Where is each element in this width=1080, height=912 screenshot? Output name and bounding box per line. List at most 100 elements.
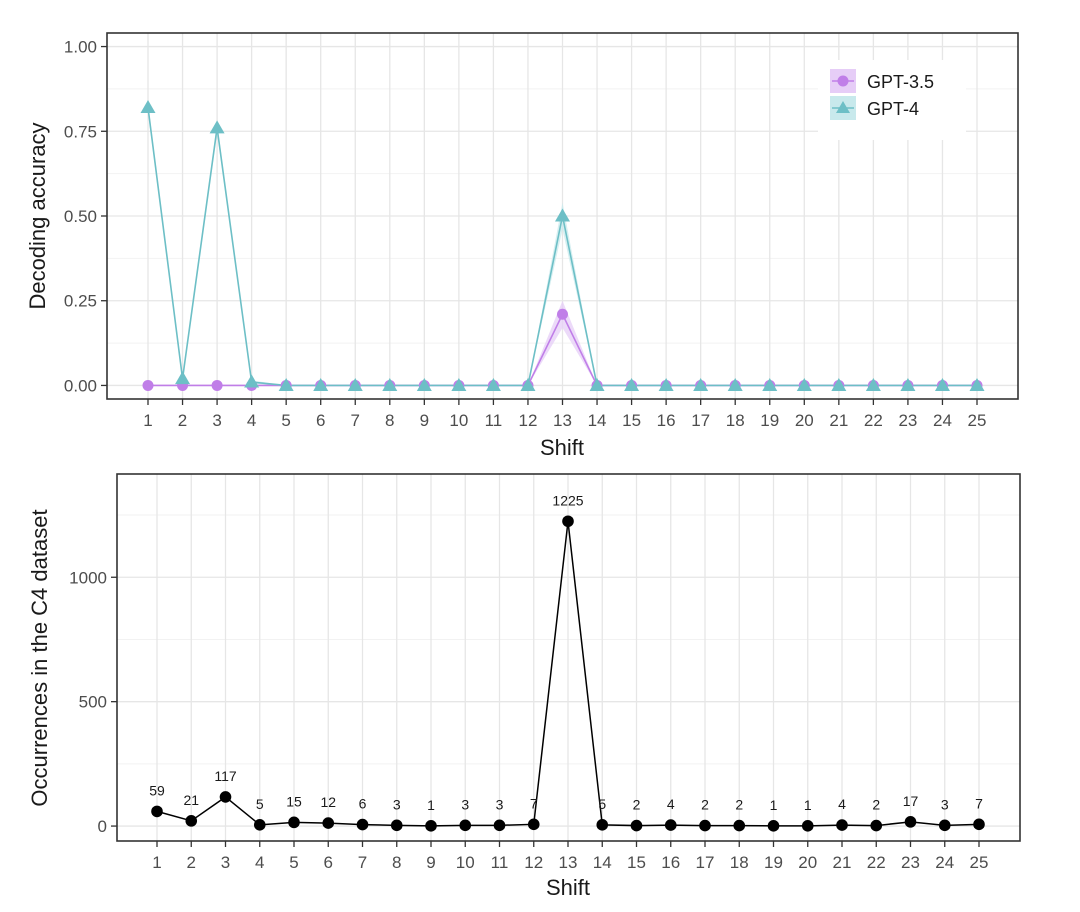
x-tick-label: 11	[485, 411, 503, 430]
x-tick-label: 13	[553, 411, 572, 430]
x-tick-label: 19	[760, 411, 779, 430]
point-occurrences	[562, 515, 574, 528]
x-tick-label: 5	[289, 853, 298, 872]
y-tick-label: 0.50	[64, 207, 97, 226]
legend-marker-gpt-4	[836, 101, 850, 113]
x-tick-label: 19	[764, 853, 783, 872]
y-tick-label: 0.00	[64, 376, 97, 395]
point-occurrences	[973, 818, 985, 831]
data-label: 4	[838, 796, 846, 812]
point-gpt-4	[865, 377, 881, 391]
data-label: 7	[975, 795, 983, 811]
legend-marker-gpt-3-5	[837, 75, 849, 87]
x-axis-title: Shift	[540, 435, 584, 460]
point-gpt-4	[382, 377, 398, 391]
data-label: 2	[872, 797, 880, 813]
legend-item-gpt-4: GPT-4	[830, 96, 919, 120]
legend: GPT-3.5 GPT-4	[818, 60, 966, 140]
data-label: 5	[598, 796, 606, 812]
data-label: 1	[427, 797, 435, 813]
decoding-accuracy-chart: 0.000.250.500.751.00 1 2 3 4 5 6 7 8 9 10 11 12 13 14…	[25, 32, 1019, 460]
point-occurrences	[699, 819, 711, 832]
point-occurrences	[219, 791, 232, 803]
x-tick-label: 14	[588, 411, 607, 430]
point-gpt-4	[140, 100, 156, 114]
point-gpt-4	[244, 374, 260, 388]
data-label: 12	[320, 794, 336, 810]
data-label: 59	[149, 782, 165, 798]
data-label: 117	[214, 768, 237, 784]
point-gpt-4	[900, 377, 916, 391]
point-gpt-4	[278, 377, 294, 391]
x-tick-label: 6	[324, 853, 333, 872]
x-tick-label: 5	[281, 411, 290, 430]
x-tick-label: 15	[627, 853, 646, 872]
x-tick-label: 20	[798, 853, 817, 872]
x-tick-label: 12	[518, 411, 537, 430]
data-label: 6	[359, 796, 367, 812]
point-gpt-3-5	[557, 308, 568, 320]
x-tick-label: 16	[657, 411, 676, 430]
point-gpt-4	[796, 377, 812, 391]
x-tick-label: 15	[622, 411, 641, 430]
grid	[117, 474, 1020, 841]
x-tick-label: 2	[187, 853, 196, 872]
y-tick-label: 0.25	[64, 292, 97, 311]
point-occurrences	[527, 818, 540, 831]
point-occurrences	[870, 819, 883, 832]
x-tick-label: 18	[726, 411, 745, 430]
x-tick-label: 23	[901, 853, 920, 872]
x-tick-label: 7	[358, 853, 367, 872]
series-points	[140, 100, 985, 391]
point-gpt-4	[727, 377, 743, 391]
x-tick-label: 22	[867, 853, 886, 872]
y-tick-label: 0	[98, 817, 107, 836]
point-gpt-4	[313, 377, 329, 391]
point-occurrences	[733, 819, 746, 832]
x-tick-label: 1	[152, 853, 161, 872]
data-label: 5	[256, 796, 264, 812]
point-occurrences	[151, 805, 163, 818]
data-label: 1225	[552, 492, 583, 508]
legend-item-gpt-3-5: GPT-3.5	[830, 69, 934, 93]
x-tick-label: 16	[661, 853, 680, 872]
x-tick-label: 17	[696, 853, 715, 872]
x-tick-label: 13	[559, 853, 578, 872]
point-occurrences	[767, 820, 780, 832]
y-tick-label: 1000	[69, 568, 107, 587]
x-axis-ticks: 1 2 3 4 5 6 7 8 9 10 11 12 13 14 15 16 17 18 19 20 21 22 23 24 2…	[143, 399, 986, 430]
point-occurrences	[801, 820, 814, 832]
x-tick-label: 9	[426, 853, 435, 872]
series-points	[151, 515, 985, 832]
point-gpt-4	[589, 377, 605, 391]
point-gpt-3-5	[142, 379, 154, 391]
x-tick-label: 18	[730, 853, 749, 872]
point-gpt-4	[693, 377, 709, 391]
point-occurrences	[253, 819, 266, 831]
x-tick-label: 24	[933, 411, 952, 430]
point-occurrences	[664, 819, 677, 831]
x-tick-label: 17	[691, 411, 710, 430]
point-gpt-4	[969, 377, 985, 391]
legend-label-gpt-4: GPT-4	[867, 99, 919, 119]
x-tick-label: 14	[593, 853, 612, 872]
x-tick-label: 3	[221, 853, 230, 872]
point-gpt-4	[209, 120, 225, 134]
point-gpt-4	[831, 377, 847, 391]
y-axis-title: Occurrences in the C4 dataset	[27, 509, 52, 806]
point-occurrences	[938, 819, 951, 832]
x-tick-label: 9	[420, 411, 429, 430]
x-tick-label: 3	[212, 411, 221, 430]
x-tick-label: 25	[968, 411, 987, 430]
point-occurrences	[185, 815, 198, 827]
data-label: 21	[183, 792, 199, 808]
point-gpt-4	[762, 377, 778, 391]
x-tick-label: 23	[898, 411, 917, 430]
y-tick-label: 0.75	[64, 122, 97, 141]
y-axis-ticks: 0 500 1000	[69, 568, 117, 836]
x-tick-label: 22	[864, 411, 883, 430]
x-tick-label: 24	[935, 853, 954, 872]
x-tick-label: 2	[178, 411, 187, 430]
data-label: 1	[770, 797, 778, 813]
